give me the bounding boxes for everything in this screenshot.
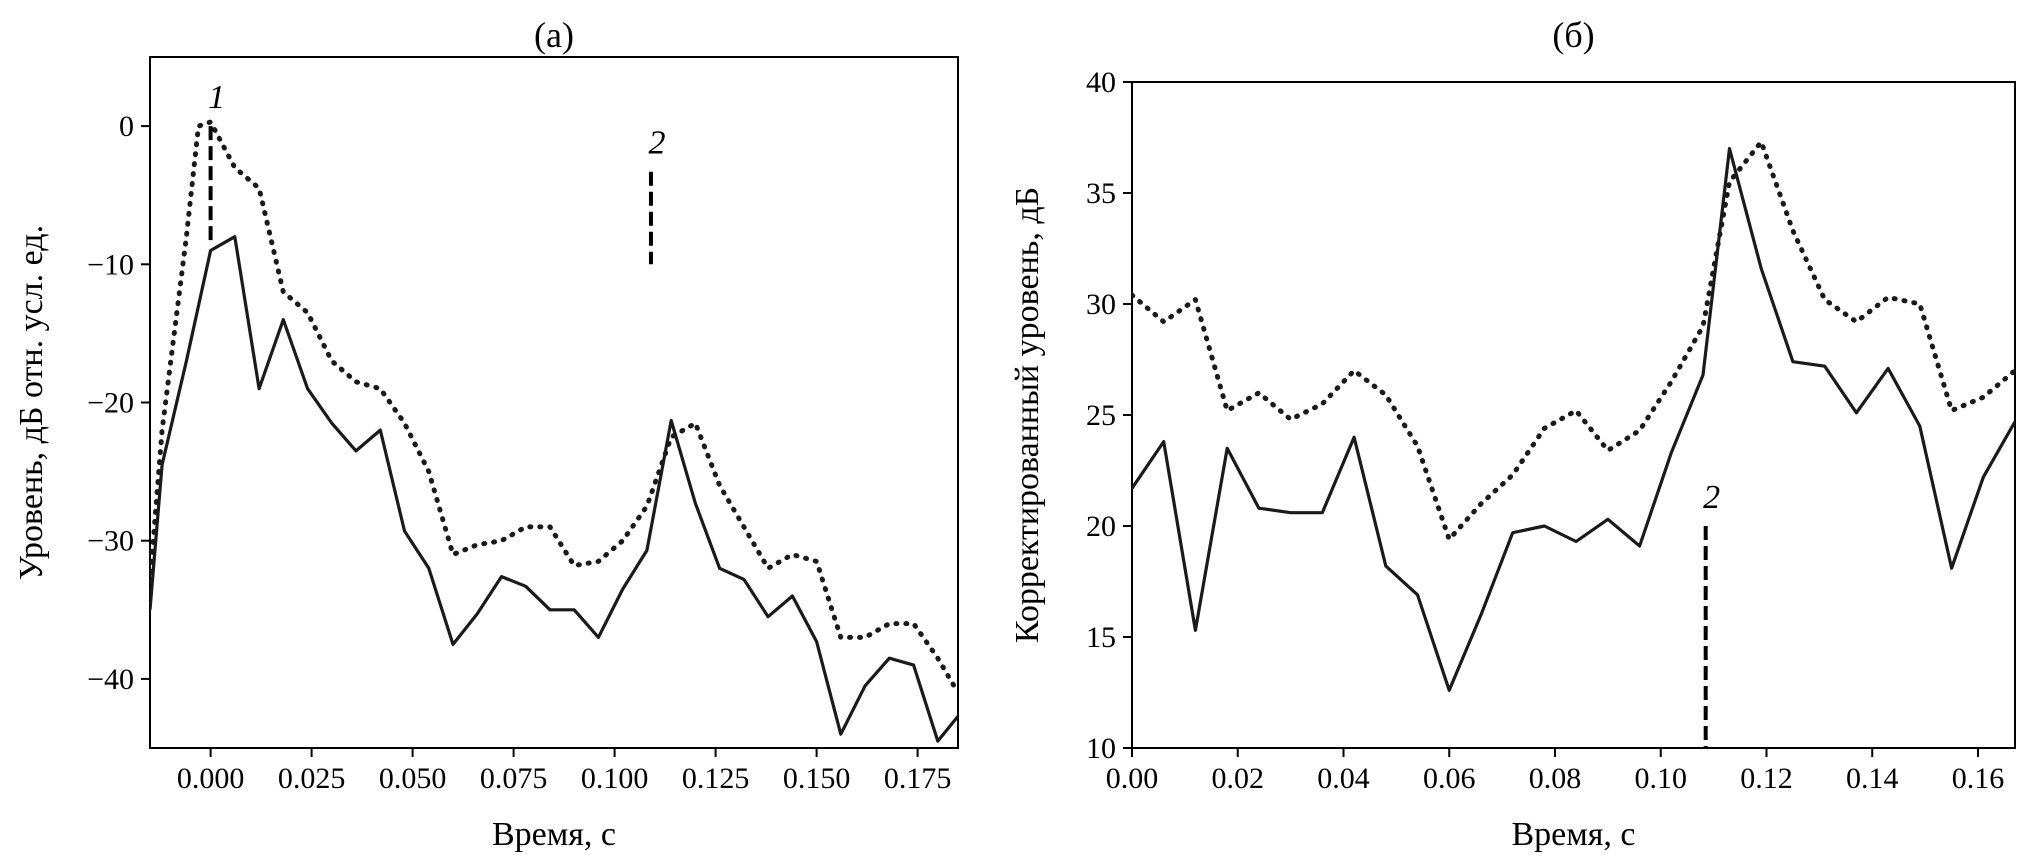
- chart-panel-2: (б) 0.00 0.02 0.04 0.06 0.08 0.10 0.12 0.14 0.16 1…: [1009, 15, 2016, 853]
- y-axis-label: Уровень, дБ отн. усл. ед.: [13, 225, 50, 580]
- y-tick-label: 0: [119, 110, 134, 143]
- x-tick-label: 0.12: [1740, 762, 1793, 795]
- y-tick-label: −40: [87, 663, 134, 696]
- y-axis-label: Корректированный уровень, дБ: [1009, 187, 1046, 643]
- x-tick-label: 0.04: [1317, 762, 1370, 795]
- y-tick-label: 40: [1086, 66, 1116, 99]
- x-tick-label: 0.08: [1529, 762, 1582, 795]
- y-tick-label: 35: [1086, 177, 1116, 210]
- series-line-2-dotted: [150, 119, 958, 696]
- x-tick-label: 0.06: [1423, 762, 1476, 795]
- series-line-1-solid: [150, 235, 958, 743]
- panel-title: (а): [534, 15, 574, 55]
- x-tick-label: 0.10: [1634, 762, 1687, 795]
- x-tick-label: 0.16: [1952, 762, 2005, 795]
- y-tick-label: −30: [87, 525, 134, 558]
- x-tick-label: 0.025: [278, 762, 346, 795]
- x-tick-label: 0.02: [1211, 762, 1264, 795]
- y-tick-label: 25: [1086, 399, 1116, 432]
- y-tick-label: 20: [1086, 510, 1116, 543]
- y-tick-label: 10: [1086, 732, 1116, 765]
- x-tick-label: 0.075: [480, 762, 548, 795]
- annotation-label-1: 1: [208, 79, 225, 116]
- x-tick-label: 0.050: [379, 762, 447, 795]
- plot-area-frame: [149, 56, 959, 749]
- plot-area-frame: [1131, 81, 2016, 749]
- x-tick-label: 0.125: [682, 762, 750, 795]
- x-tick-label: 0.000: [177, 762, 245, 795]
- y-tick-label: 15: [1086, 621, 1116, 654]
- chart-panel-1: (а) 0.000 0.025 0.050 0.075 0.100 0.125 0.150 0.…: [13, 15, 959, 853]
- annotation-label-2: 2: [1703, 479, 1720, 516]
- x-tick-label: 0.100: [581, 762, 649, 795]
- x-axis-label: Время, с: [1511, 816, 1635, 853]
- x-tick-label: 0.14: [1846, 762, 1899, 795]
- series-line-2-dotted: [1132, 139, 2015, 542]
- y-tick-label: −20: [87, 387, 134, 420]
- x-tick-label: 0.00: [1106, 762, 1159, 795]
- y-tick-label: −10: [87, 248, 134, 281]
- annotation-label-2: 2: [648, 125, 665, 162]
- x-tick-label: 0.175: [884, 762, 952, 795]
- panel-title: (б): [1552, 15, 1594, 55]
- x-tick-label: 0.150: [783, 762, 851, 795]
- y-tick-label: 30: [1086, 288, 1116, 321]
- series-line-1-solid: [1132, 147, 2015, 692]
- x-axis-label: Время, с: [492, 816, 616, 853]
